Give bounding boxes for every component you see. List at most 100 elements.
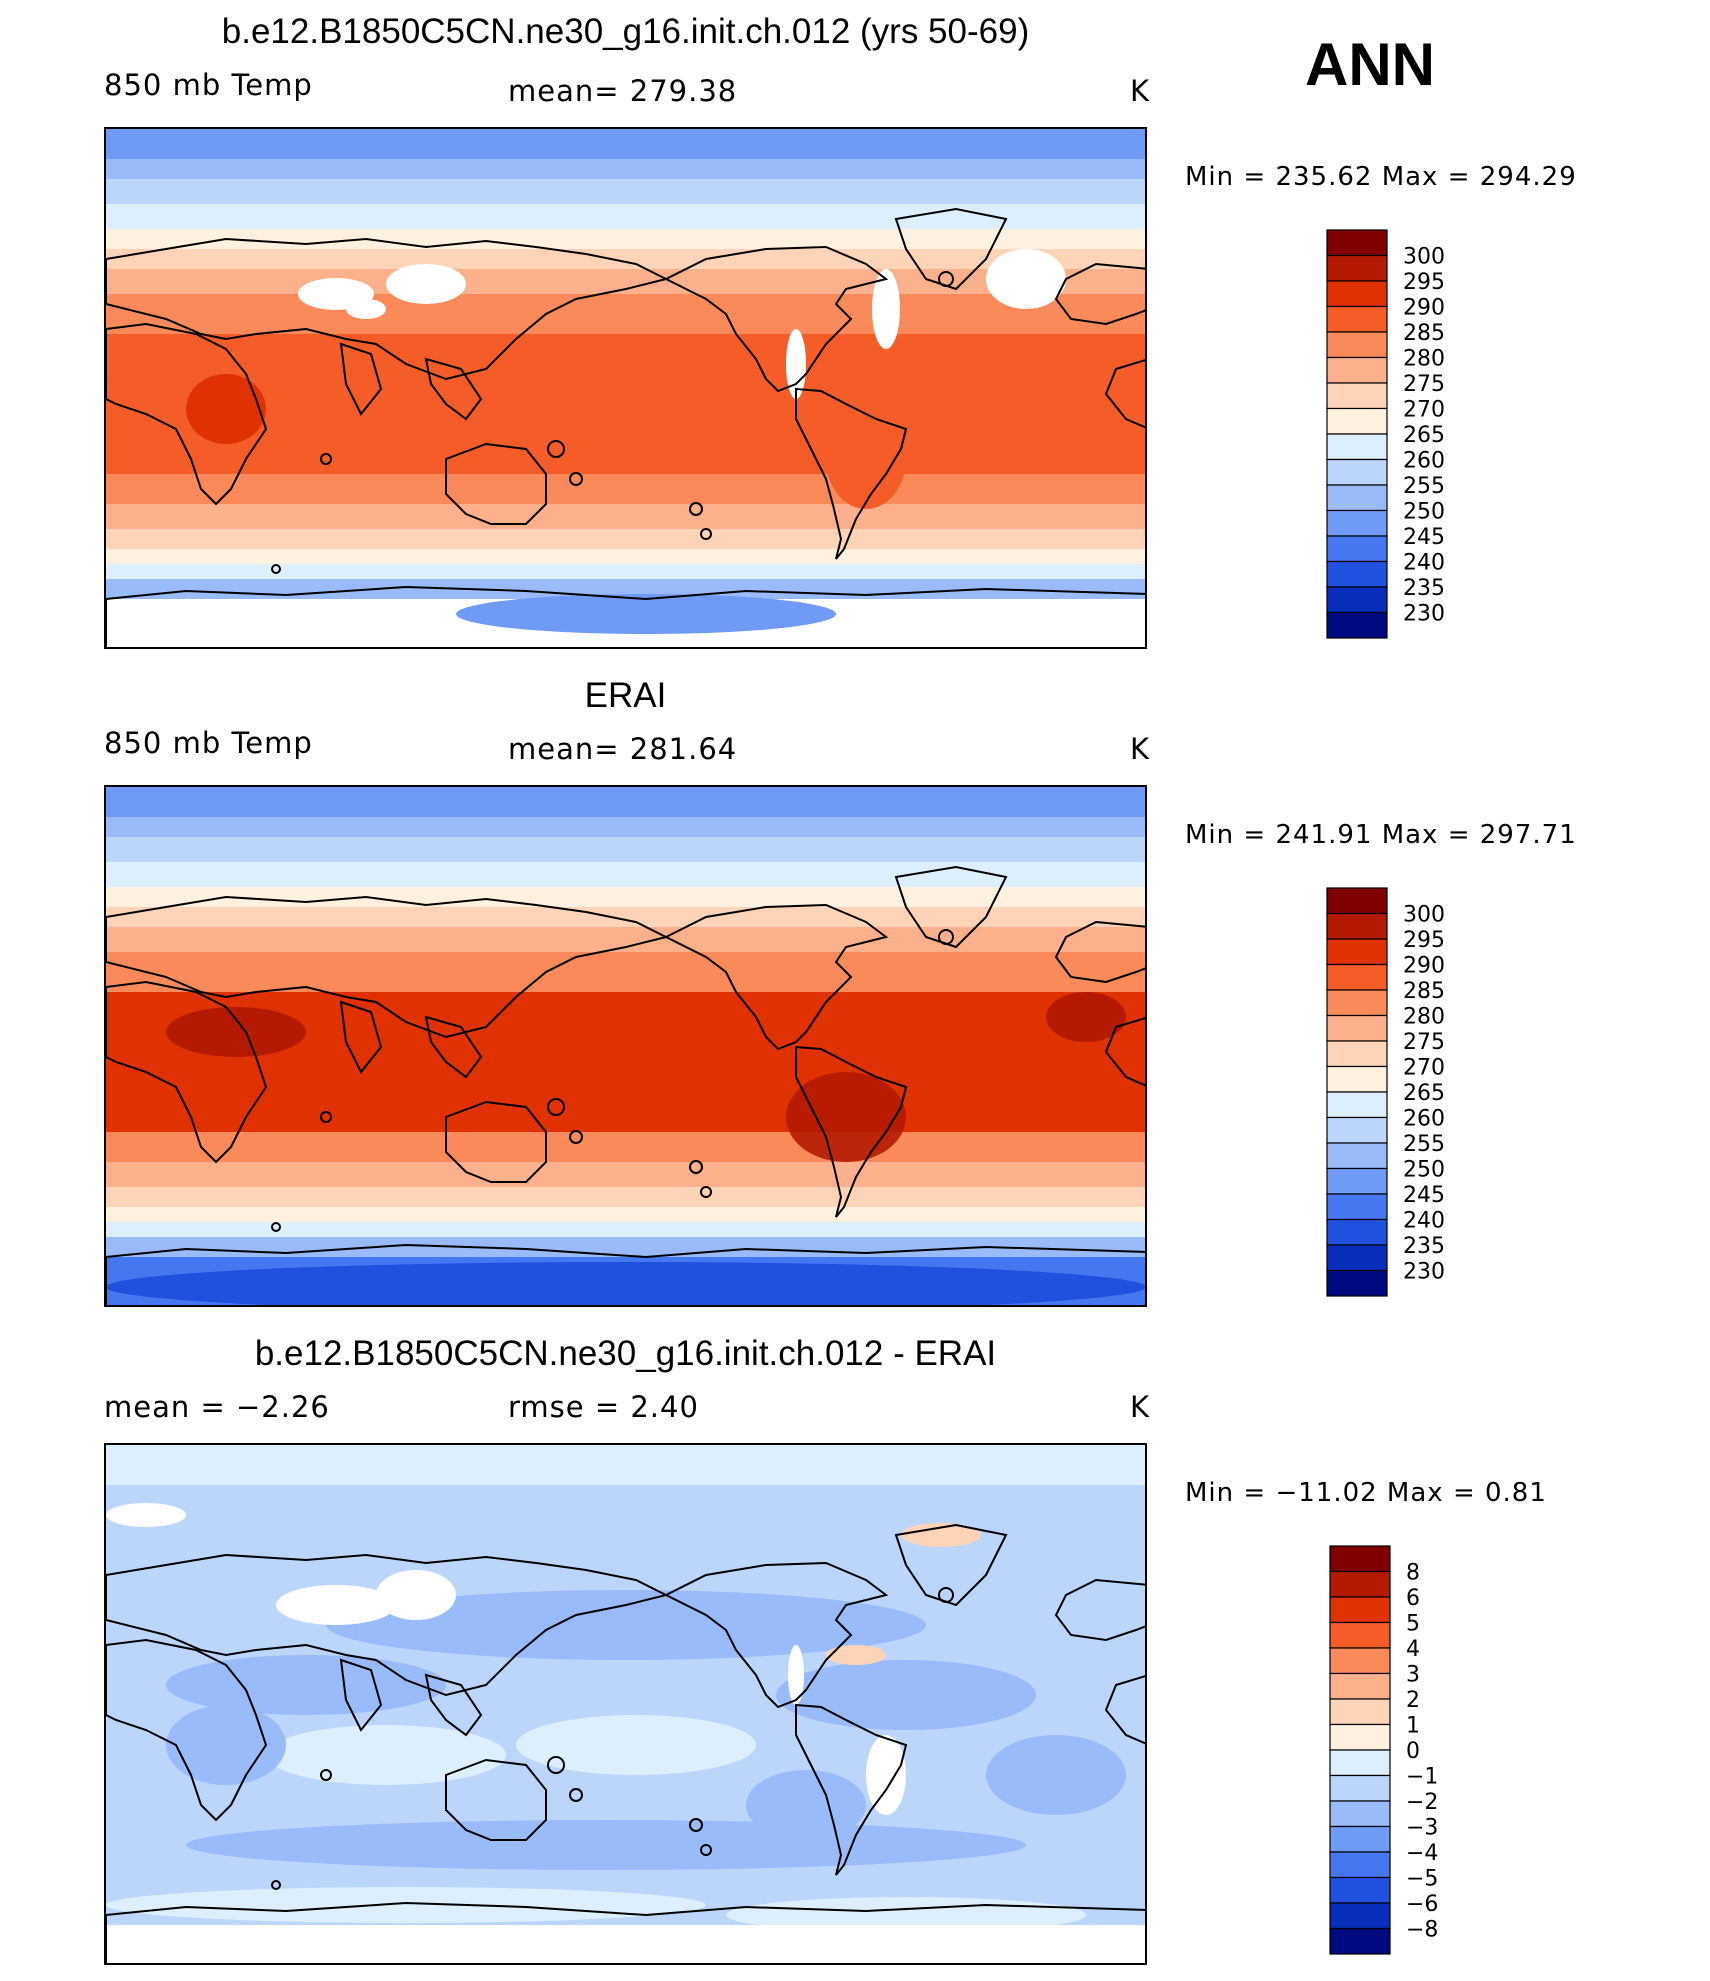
panel2-colorbar: 3002952902852802752702652602552502452402…: [1326, 887, 1445, 1297]
colorbar-tick-label: 270: [1403, 1056, 1445, 1081]
colorbar-box: [1326, 560, 1388, 588]
colorbar-box: [1326, 229, 1388, 257]
colorbar-box: [1326, 912, 1388, 940]
colorbar-tick-label: 285: [1403, 979, 1445, 1004]
colorbar-tick-label: 240: [1403, 1209, 1445, 1234]
colorbar-box: [1326, 1167, 1388, 1195]
colorbar-tick-label: 265: [1403, 1081, 1445, 1106]
colorbar-tick-label: 230: [1403, 1260, 1445, 1285]
colorbar-tick-label: 235: [1403, 576, 1445, 601]
colorbar-tick-label: 250: [1403, 1158, 1445, 1183]
colorbar-box: [1326, 484, 1388, 512]
colorbar-box: [1329, 1825, 1391, 1853]
colorbar-tick-label: −4: [1406, 1841, 1438, 1866]
panel1-mean-label: mean= 279.38: [508, 74, 738, 108]
panel1-units: K: [1130, 74, 1151, 108]
colorbar-tick-label: −6: [1406, 1892, 1438, 1917]
panel1-map: [104, 127, 1147, 649]
colorbar-tick-label: 290: [1403, 954, 1445, 979]
colorbar-box: [1329, 1749, 1391, 1777]
colorbar-tick-label: 240: [1403, 551, 1445, 576]
colorbar-tick-label: 235: [1403, 1234, 1445, 1259]
colorbar-box: [1326, 305, 1388, 333]
colorbar-box: [1329, 1800, 1391, 1828]
colorbar-tick-label: −8: [1406, 1918, 1438, 1943]
colorbar-box: [1329, 1774, 1391, 1802]
panel2-minmax: Min = 241.91 Max = 297.71: [1185, 820, 1577, 850]
colorbar-tick-label: 4: [1406, 1637, 1420, 1662]
colorbar-box: [1326, 535, 1388, 563]
colorbar-tick-label: 8: [1406, 1561, 1420, 1586]
colorbar-box: [1326, 1040, 1388, 1068]
colorbar-box: [1326, 1244, 1388, 1272]
colorbar-box: [1326, 989, 1388, 1017]
colorbar-box: [1329, 1545, 1391, 1573]
colorbar-box: [1329, 1851, 1391, 1879]
colorbar-box: [1329, 1927, 1391, 1955]
colorbar-tick-label: 5: [1406, 1612, 1420, 1637]
colorbar-tick-label: 280: [1403, 1005, 1445, 1030]
colorbar-tick-label: 6: [1406, 1586, 1420, 1611]
colorbar-box: [1329, 1698, 1391, 1726]
colorbar-tick-label: 275: [1403, 1030, 1445, 1055]
colorbar-box: [1329, 1723, 1391, 1751]
colorbar-tick-label: 0: [1406, 1739, 1420, 1764]
colorbar-tick-label: 265: [1403, 423, 1445, 448]
colorbar-tick-label: 275: [1403, 372, 1445, 397]
colorbar-box: [1326, 331, 1388, 359]
panel2-title: ERAI: [584, 676, 667, 715]
colorbar-tick-label: 250: [1403, 500, 1445, 525]
colorbar-box: [1329, 1570, 1391, 1598]
colorbar-box: [1326, 963, 1388, 991]
colorbar-box: [1329, 1876, 1391, 1904]
colorbar-box: [1329, 1902, 1391, 1930]
colorbar-tick-label: 245: [1403, 1183, 1445, 1208]
colorbar-tick-label: 2: [1406, 1688, 1420, 1713]
panel1-minmax: Min = 235.62 Max = 294.29: [1185, 162, 1577, 192]
panel2-mean-label: mean= 281.64: [508, 732, 738, 766]
colorbar-tick-label: 245: [1403, 525, 1445, 550]
colorbar-tick-label: 270: [1403, 398, 1445, 423]
colorbar-tick-label: 3: [1406, 1663, 1420, 1688]
colorbar-tick-label: 285: [1403, 321, 1445, 346]
colorbar-box: [1326, 433, 1388, 461]
colorbar-box: [1326, 509, 1388, 537]
colorbar-tick-label: 280: [1403, 347, 1445, 372]
colorbar-box: [1326, 1269, 1388, 1297]
colorbar-box: [1326, 938, 1388, 966]
colorbar-tick-label: 300: [1403, 245, 1445, 270]
panel3-title: b.e12.B1850C5CN.ne30_g16.init.ch.012 - E…: [254, 1334, 997, 1373]
colorbar-box: [1326, 1193, 1388, 1221]
colorbar-tick-label: 255: [1403, 1132, 1445, 1157]
colorbar-tick-label: −3: [1406, 1816, 1438, 1841]
colorbar-tick-label: 295: [1403, 928, 1445, 953]
panel2-units: K: [1130, 732, 1151, 766]
colorbar-box: [1326, 356, 1388, 384]
colorbar-tick-label: 260: [1403, 1107, 1445, 1132]
colorbar-box: [1329, 1596, 1391, 1624]
colorbar-box: [1326, 458, 1388, 486]
panel3-mean-label: mean = −2.26: [104, 1390, 330, 1424]
colorbar-tick-label: 260: [1403, 449, 1445, 474]
colorbar-box: [1326, 1014, 1388, 1042]
colorbar-box: [1326, 887, 1388, 915]
panel3-rmse-label: rmse = 2.40: [508, 1390, 699, 1424]
colorbar-box: [1329, 1672, 1391, 1700]
colorbar-box: [1326, 1218, 1388, 1246]
colorbar-tick-label: 295: [1403, 270, 1445, 295]
colorbar-box: [1326, 407, 1388, 435]
season-label: ANN: [1305, 31, 1435, 98]
panel3-minmax: Min = −11.02 Max = 0.81: [1185, 1478, 1547, 1508]
colorbar-box: [1329, 1621, 1391, 1649]
colorbar-tick-label: 290: [1403, 296, 1445, 321]
colorbar-box: [1326, 1091, 1388, 1119]
panel2-variable-label: 850 mb Temp: [104, 726, 313, 760]
colorbar-tick-label: 300: [1403, 903, 1445, 928]
colorbar-box: [1326, 254, 1388, 282]
panel2-map: [104, 785, 1147, 1307]
colorbar-tick-label: −5: [1406, 1867, 1438, 1892]
panel3-units: K: [1130, 1390, 1151, 1424]
colorbar-tick-label: 230: [1403, 602, 1445, 627]
colorbar-box: [1326, 1142, 1388, 1170]
